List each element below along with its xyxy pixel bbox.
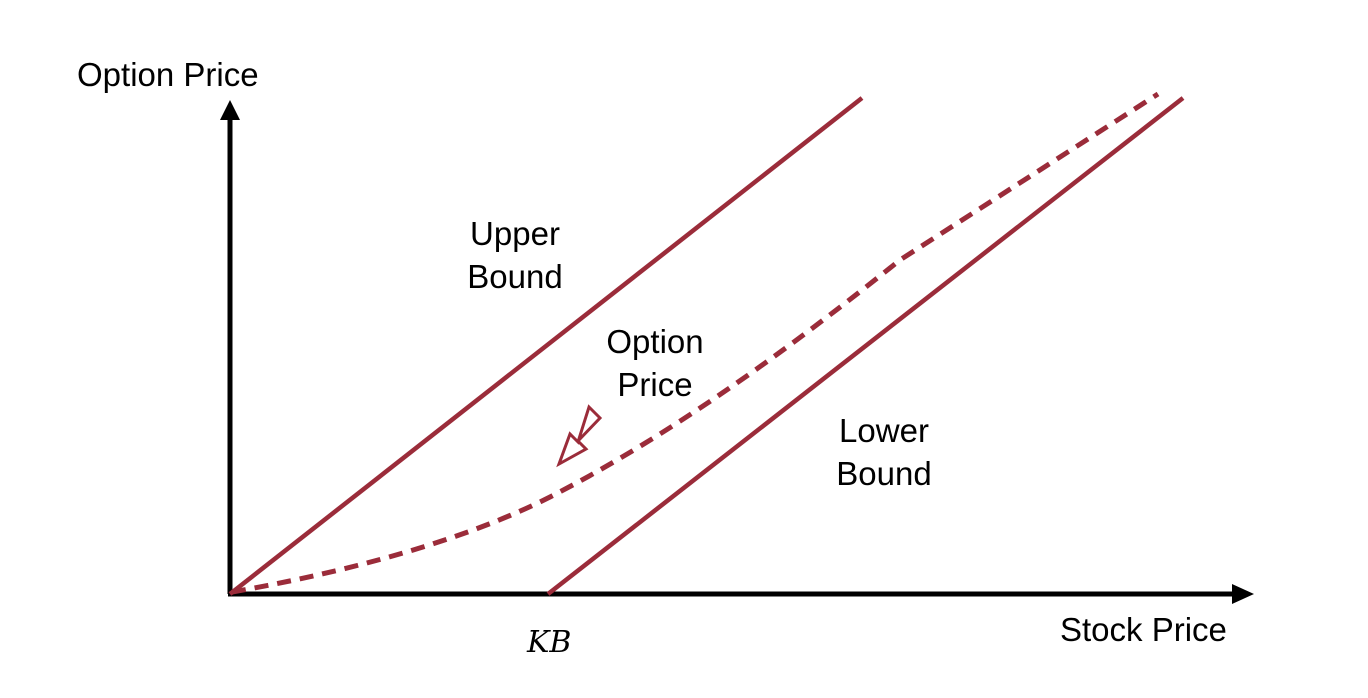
x-axis-label: Stock Price (1060, 611, 1227, 648)
strike-marker-label: KB (526, 625, 571, 660)
upper-bound-label-line1: Upper (470, 215, 560, 252)
option-price-curve (231, 91, 1160, 595)
upper-bound-label-line2: Bound (467, 258, 562, 295)
y-axis-arrowhead (220, 100, 240, 120)
upper-bound-line (228, 96, 864, 596)
x-axis-arrowhead (1232, 584, 1254, 604)
y-axis-label: Option Price (77, 56, 259, 93)
lower-bound-label-line2: Bound (836, 455, 931, 492)
lower-bound-label-line1: Lower (839, 412, 929, 449)
option-price-label-line1: Option (606, 323, 703, 360)
option-price-label-line2: Price (617, 366, 692, 403)
lower-bound-line (546, 96, 1185, 596)
option-price-pointer-arrow (556, 404, 603, 468)
